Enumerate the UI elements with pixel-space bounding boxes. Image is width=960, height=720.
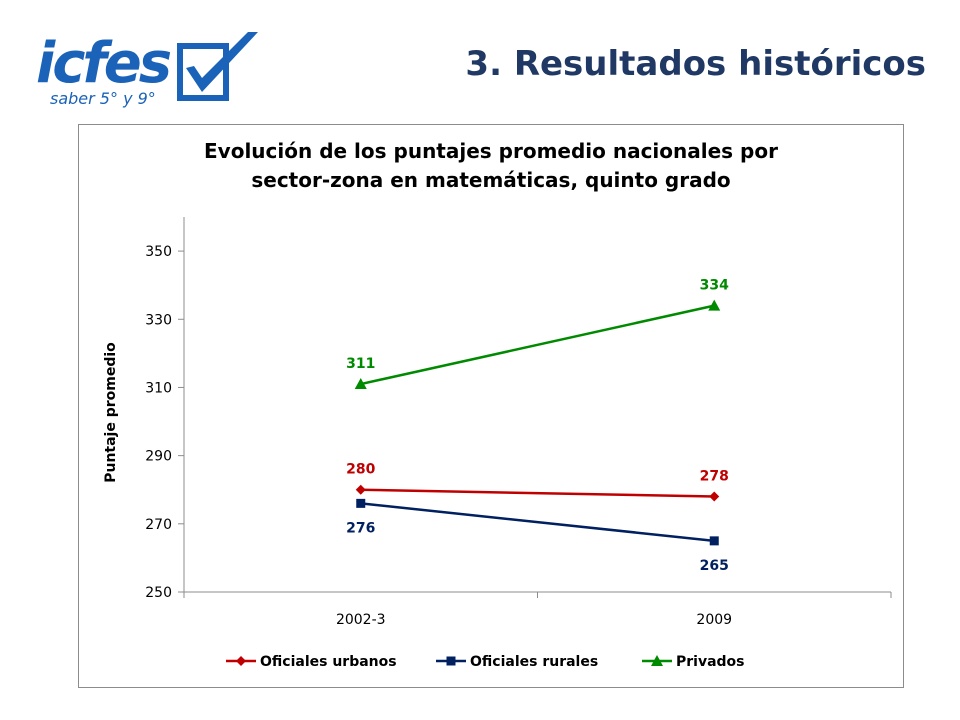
y-tick-label: 330: [145, 312, 172, 328]
legend-label-privados: Privados: [676, 654, 745, 670]
x-tick-label: 2009: [696, 612, 732, 628]
series-line-privados: [360, 304, 715, 386]
legend-marker-oficiales-rurales: [446, 656, 456, 666]
chart-title: Evolución de los puntajes promedio nacio…: [79, 137, 903, 195]
data-point-oficiales-urbanos: [355, 484, 366, 495]
logo-checkmark-icon: [186, 32, 258, 92]
y-tick-label: 310: [145, 380, 172, 396]
icfes-logo: icfes saber 5° y 9°: [36, 31, 258, 108]
y-tick-label: 250: [145, 585, 172, 601]
data-point-privados: [354, 378, 367, 390]
line-chart: 250 270 290 310 330 350 2002-3 2009 Puntaje prom…: [103, 217, 892, 670]
data-label-privados: 334: [700, 278, 729, 294]
chart-frame: Evolución de los puntajes promedio nacio…: [78, 124, 904, 688]
data-label-oficiales-urbanos: 278: [700, 469, 729, 485]
legend-label-oficiales-rurales: Oficiales rurales: [470, 654, 598, 670]
logo-word: icfes: [36, 31, 171, 96]
data-label-privados: 311: [346, 356, 375, 372]
y-tick-label: 270: [145, 517, 172, 533]
data-label-oficiales-rurales: 276: [346, 520, 375, 536]
y-tick-label: 290: [145, 449, 172, 465]
data-point-oficiales-urbanos: [709, 491, 720, 502]
data-label-oficiales-rurales: 265: [700, 558, 729, 574]
data-point-privados: [708, 299, 721, 311]
slide-title: 3. Resultados históricos: [465, 44, 926, 84]
chart-title-line-2: sector-zona en matemáticas, quinto grado: [251, 168, 731, 192]
logo-subtitle: saber 5° y 9°: [50, 89, 156, 108]
series-line-oficiales-urbanos: [360, 488, 715, 498]
y-tick-label: 350: [145, 244, 172, 260]
data-point-oficiales-rurales: [709, 536, 719, 546]
legend-marker-oficiales-urbanos: [236, 656, 246, 666]
legend-label-oficiales-urbanos: Oficiales urbanos: [260, 654, 397, 670]
series-line-oficiales-rurales: [360, 502, 715, 543]
data-point-oficiales-rurales: [356, 498, 366, 508]
chart-title-line-1: Evolución de los puntajes promedio nacio…: [204, 139, 778, 163]
x-tick-label: 2002-3: [336, 612, 386, 628]
legend-marker-privados: [651, 655, 663, 666]
y-axis-title: Puntaje promedio: [103, 342, 119, 483]
data-label-oficiales-urbanos: 280: [346, 462, 375, 478]
